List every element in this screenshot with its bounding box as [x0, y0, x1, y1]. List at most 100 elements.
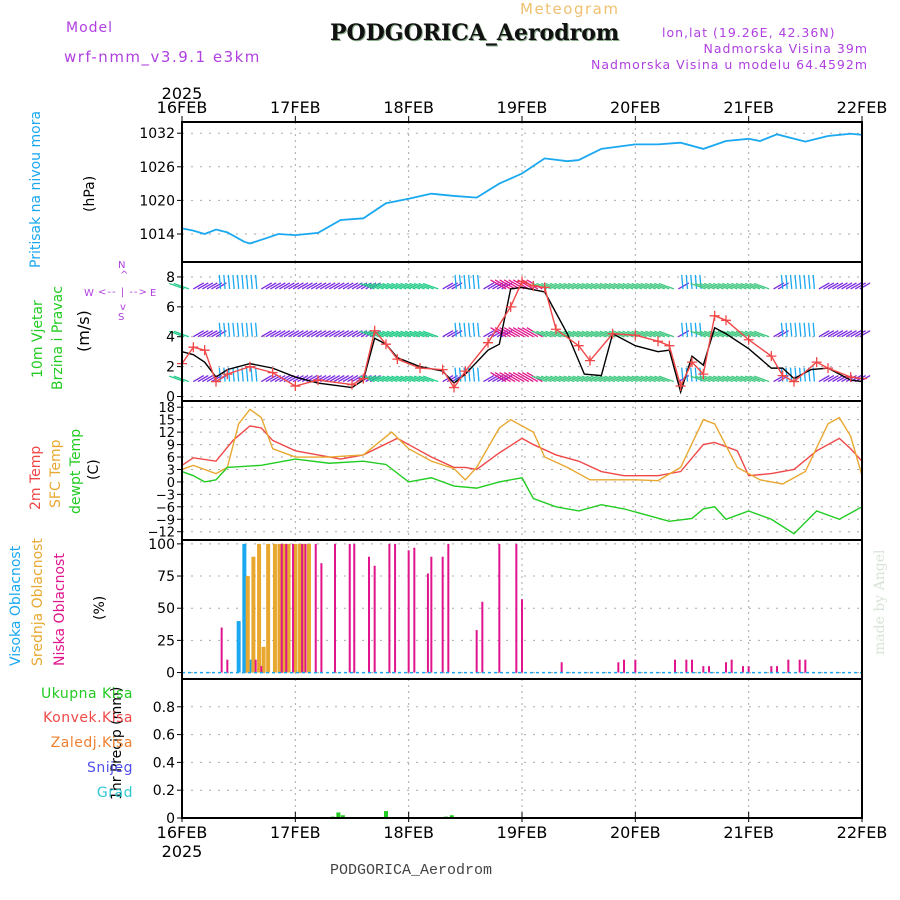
wind-barb [270, 282, 282, 290]
wind-barb [418, 282, 434, 290]
wind-barb [827, 375, 839, 383]
gust-marker [313, 375, 323, 386]
wind-barb [536, 330, 552, 338]
y-tick-label: 50 [157, 601, 175, 617]
wind-barb [315, 330, 327, 338]
wind-barb [658, 330, 675, 338]
wind-barb [494, 372, 511, 383]
wind-barb [631, 375, 647, 383]
wind-barb [218, 274, 222, 289]
data-bar [441, 556, 444, 673]
wind-barb [832, 375, 844, 383]
data-bar [220, 627, 223, 673]
year-bottom-label: 2025 [162, 842, 203, 861]
wind-barb [363, 330, 380, 338]
y-tick-label: 8 [166, 270, 175, 286]
wind-barb [854, 282, 866, 290]
wind-barb [342, 330, 354, 338]
wind-barb [722, 282, 738, 290]
wind-barb [236, 274, 240, 289]
wind-barb [604, 282, 620, 290]
y-tick-label: 75 [157, 569, 175, 585]
data-bar [394, 543, 397, 673]
wind-barb [640, 282, 656, 290]
wind-barb [409, 375, 425, 383]
wind-barb [363, 282, 380, 290]
gust-marker [245, 361, 255, 372]
wind-barb [818, 282, 830, 290]
wind-barb [586, 330, 602, 338]
gust-marker [845, 372, 856, 383]
wind-barb [454, 367, 457, 382]
wind-barb [391, 330, 407, 338]
wind-barb [635, 330, 652, 338]
x-tick-label-bottom: 21FEB [723, 823, 774, 842]
data-bar [770, 666, 773, 673]
wind-barb [631, 282, 647, 290]
data-bar [272, 543, 277, 673]
wind-barb [315, 282, 327, 290]
wind-barb [490, 372, 507, 383]
wind-barb [499, 279, 516, 290]
wind-barb [377, 282, 394, 290]
wind-barb [658, 375, 675, 383]
wind-barb [613, 375, 629, 383]
data-bar [280, 543, 283, 673]
wind-barb [807, 274, 811, 289]
gust-marker [449, 382, 459, 393]
data-bar [266, 543, 271, 673]
data-bar [260, 666, 263, 673]
model-elevation-label: Nadmorska Visina u modelu 64.4592m [591, 57, 868, 72]
x-tick-label-top: 20FEB [610, 98, 661, 117]
data-bar [447, 543, 450, 673]
data-bar [384, 811, 388, 818]
wind-barb [409, 282, 425, 290]
wind-barb [508, 327, 525, 338]
wind-barb [338, 375, 350, 383]
data-bar [617, 662, 620, 673]
wind-barb [454, 322, 457, 337]
wind-barb [807, 322, 811, 337]
wind-barb [245, 367, 249, 382]
wind-barb [279, 375, 291, 383]
wind-barb [531, 330, 548, 338]
wind-barb [458, 367, 462, 382]
data-bar [353, 543, 356, 673]
precip-legend-convective: Konvek.Kisa [43, 710, 133, 726]
wind-barb [798, 322, 802, 337]
y-tick-label: 0.2 [153, 783, 175, 799]
data-bar [248, 659, 252, 673]
wind-barb [649, 282, 666, 290]
wind-barb [386, 330, 403, 338]
wind-barb [812, 274, 816, 289]
x-tick-label-top: 16FEB [157, 98, 208, 117]
series-line [181, 132, 863, 245]
wind-barb [382, 375, 398, 383]
gust-marker [743, 334, 754, 345]
x-tick-label-top: 22FEB [837, 98, 888, 117]
gust-marker [630, 330, 641, 341]
wind-barb [577, 330, 593, 338]
gust-marker [607, 328, 618, 339]
wind-barb [599, 282, 616, 290]
wind-barb [197, 330, 209, 338]
precip-legend-hail: Grad [96, 785, 133, 801]
wind-barb [699, 375, 715, 383]
wind-barb [472, 322, 476, 337]
gust-marker [437, 364, 448, 375]
wind-barb [193, 375, 205, 383]
wind-barb [261, 375, 273, 383]
data-bar [301, 543, 304, 673]
wind-barb [563, 282, 579, 290]
wind-barb [617, 375, 634, 383]
wind-barb [608, 375, 625, 383]
wind-barb [458, 274, 462, 289]
wind-barb [301, 330, 313, 338]
wind-barb [232, 274, 235, 289]
wind-barb [789, 274, 793, 289]
wind-barb [319, 282, 331, 290]
wind-barb [713, 282, 729, 290]
wind-barb [517, 327, 534, 338]
y-tick-label: 15 [158, 414, 175, 429]
meteogram-label: Meteogram [520, 0, 620, 18]
